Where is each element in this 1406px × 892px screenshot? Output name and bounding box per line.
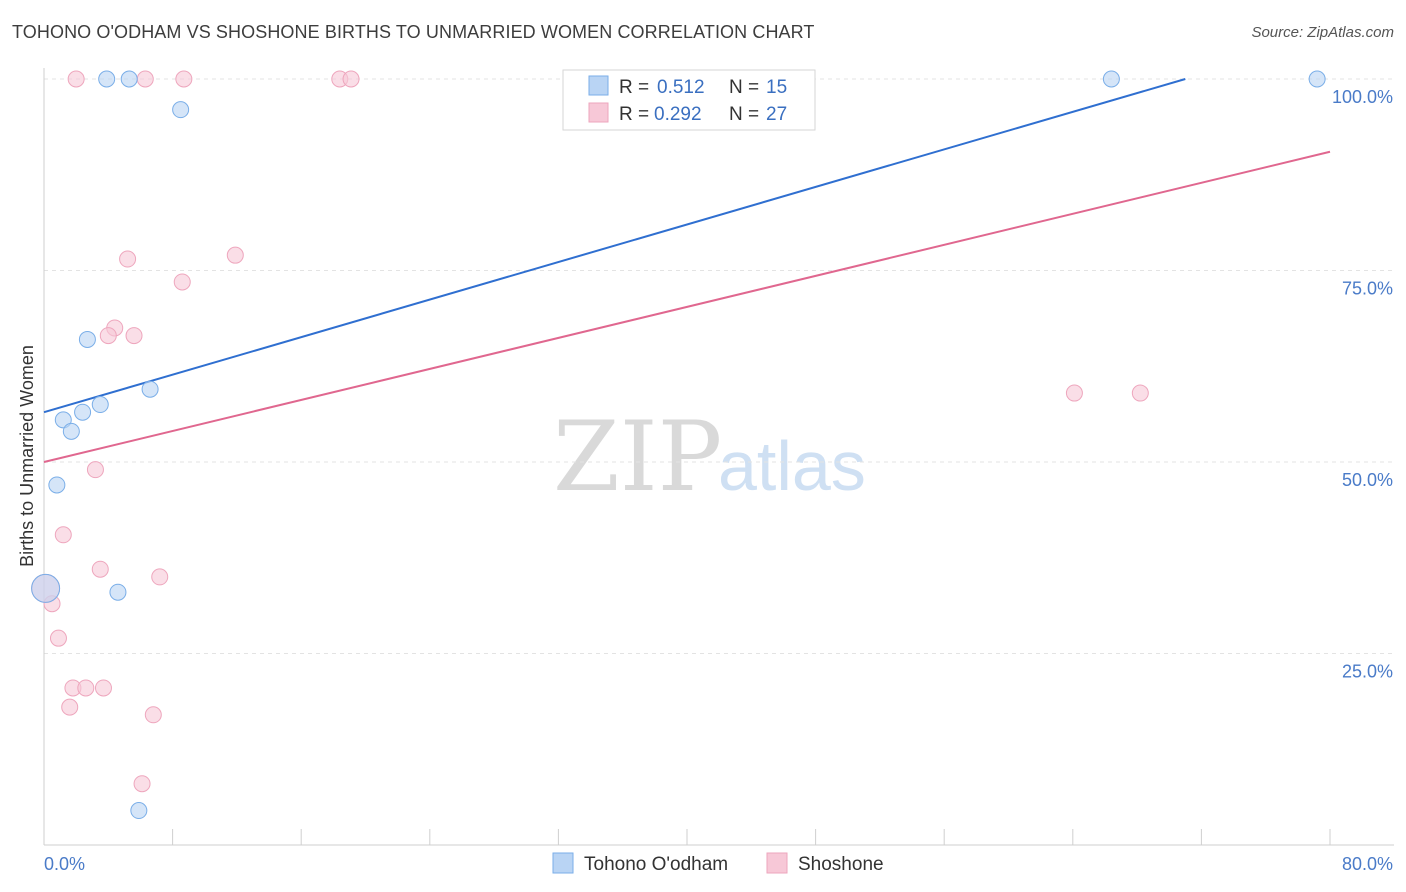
shoshone-point-8 xyxy=(173,273,191,291)
shoshone-point-15 xyxy=(54,526,72,544)
tohono-point-6 xyxy=(141,380,159,398)
tohono-point-13 xyxy=(31,573,61,603)
tohono-point-9 xyxy=(54,411,72,429)
legend-r-label-1: R = xyxy=(619,77,649,98)
watermark-zip: ZIP xyxy=(553,401,722,513)
shoshone-point-13 xyxy=(1131,384,1149,402)
shoshone-point-25 xyxy=(133,775,151,793)
x-tick-label-max: 80.0% xyxy=(1342,854,1393,874)
y-tick-label-75: 75.0% xyxy=(1342,279,1393,299)
shoshone-point-1 xyxy=(136,70,154,88)
series-legend-swatch-tohono xyxy=(552,852,574,874)
tohono-trend-line xyxy=(43,78,1186,414)
legend-r-value-1: 0.512 xyxy=(657,77,705,98)
legend-box: R = 0.512 N = 15 R = 0.292 N = 27 xyxy=(562,69,816,131)
shoshone-point-11 xyxy=(125,327,143,345)
watermark-atlas: atlas xyxy=(718,427,866,505)
shoshone-point-21 xyxy=(77,679,95,697)
legend-r-label-2: R = xyxy=(619,104,649,125)
shoshone-point-17 xyxy=(151,568,169,586)
legend-swatch-shoshone xyxy=(588,102,609,123)
tohono-point-2 xyxy=(1102,70,1120,88)
shoshone-point-4 xyxy=(342,70,360,88)
tohono-point-5 xyxy=(78,330,96,348)
shoshone-point-14 xyxy=(86,461,104,479)
tohono-point-12 xyxy=(109,583,127,601)
tohono-point-0 xyxy=(98,70,116,88)
shoshone-point-23 xyxy=(61,698,79,716)
tohono-point-7 xyxy=(91,396,109,414)
y-axis-labels: 25.0% 50.0% 75.0% 100.0% xyxy=(1332,87,1393,682)
shoshone-point-0 xyxy=(67,70,85,88)
tohono-point-8 xyxy=(74,403,92,421)
tohono-points xyxy=(31,70,1326,820)
chart-source: Source: ZipAtlas.com xyxy=(1251,24,1394,41)
shoshone-point-16 xyxy=(91,560,109,578)
series-legend: Tohono O'odham Shoshone xyxy=(552,852,884,875)
series-legend-label-shoshone: Shoshone xyxy=(798,854,884,875)
y-tick-label-25: 25.0% xyxy=(1342,662,1393,682)
shoshone-point-24 xyxy=(144,706,162,724)
series-legend-swatch-shoshone xyxy=(766,852,788,874)
legend-n-label-2: N = xyxy=(729,104,759,125)
shoshone-point-6 xyxy=(226,246,244,264)
y-axis-title: Births to Unmarried Women xyxy=(17,345,37,567)
chart-title: TOHONO O'ODHAM VS SHOSHONE BIRTHS TO UNM… xyxy=(12,22,815,42)
legend-r-value-2: 0.292 xyxy=(654,104,702,125)
shoshone-point-7 xyxy=(119,250,137,268)
legend-n-label-1: N = xyxy=(729,77,759,98)
trend-lines xyxy=(43,78,1331,463)
tohono-point-11 xyxy=(48,476,66,494)
x-tick-label-min: 0.0% xyxy=(44,854,85,874)
y-tick-label-50: 50.0% xyxy=(1342,470,1393,490)
shoshone-point-2 xyxy=(175,70,193,88)
shoshone-point-10 xyxy=(99,327,117,345)
tohono-point-14 xyxy=(130,802,148,820)
tohono-point-1 xyxy=(120,70,138,88)
watermark: ZIP atlas xyxy=(553,401,866,513)
shoshone-point-19 xyxy=(49,629,67,647)
legend-swatch-tohono xyxy=(588,75,609,96)
x-axis-ticks xyxy=(43,829,1331,845)
tohono-point-3 xyxy=(1308,70,1326,88)
tohono-point-10 xyxy=(62,422,80,440)
legend-n-value-1: 15 xyxy=(766,77,787,98)
y-tick-label-100: 100.0% xyxy=(1332,87,1393,107)
shoshone-trend-line xyxy=(43,150,1331,463)
legend-n-value-2: 27 xyxy=(766,104,787,125)
tohono-point-4 xyxy=(172,101,190,119)
gridlines xyxy=(44,78,1394,654)
shoshone-point-22 xyxy=(94,679,112,697)
series-legend-label-tohono: Tohono O'odham xyxy=(584,854,728,875)
shoshone-point-12 xyxy=(1065,384,1083,402)
